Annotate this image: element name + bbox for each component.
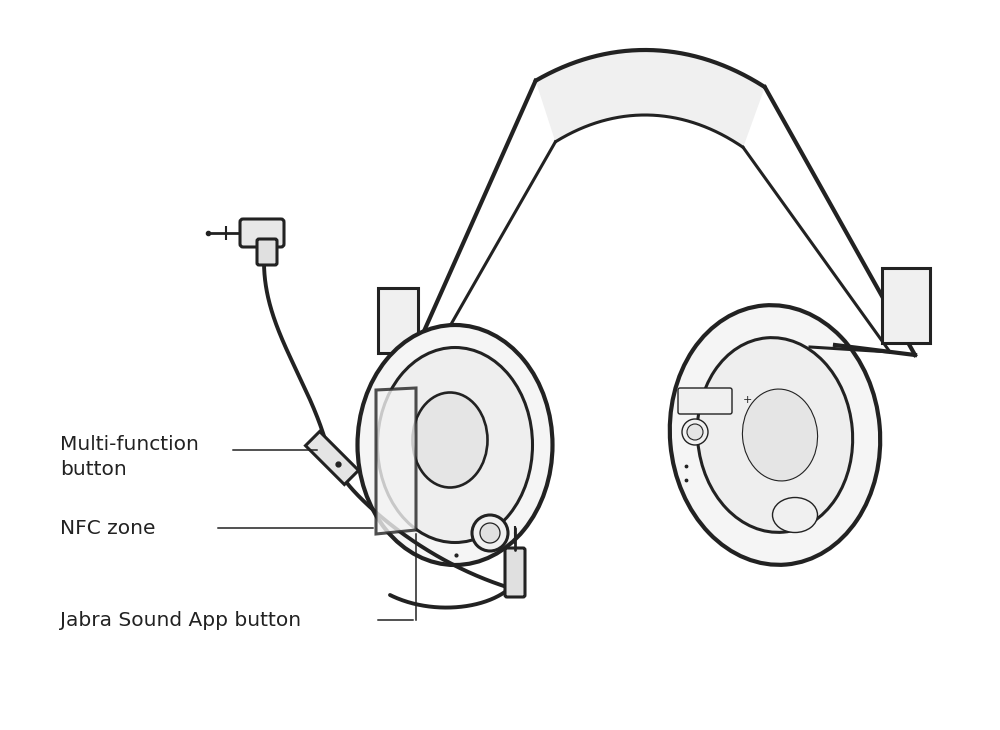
Text: Jabra Sound App button: Jabra Sound App button [60, 610, 301, 629]
Circle shape [687, 424, 703, 440]
FancyBboxPatch shape [882, 268, 930, 343]
Circle shape [472, 515, 508, 551]
Polygon shape [536, 50, 765, 147]
FancyBboxPatch shape [678, 388, 732, 414]
Ellipse shape [697, 338, 853, 532]
FancyBboxPatch shape [505, 548, 525, 597]
FancyBboxPatch shape [240, 219, 284, 247]
Ellipse shape [378, 347, 532, 542]
FancyBboxPatch shape [378, 288, 418, 353]
Ellipse shape [670, 305, 880, 565]
Polygon shape [305, 431, 359, 485]
FancyBboxPatch shape [257, 239, 277, 265]
Ellipse shape [413, 393, 488, 488]
Circle shape [682, 419, 708, 445]
Text: Multi-function
button: Multi-function button [60, 435, 199, 479]
Text: +: + [743, 395, 752, 405]
Ellipse shape [772, 498, 818, 532]
Polygon shape [376, 388, 416, 534]
Ellipse shape [358, 325, 552, 565]
Circle shape [480, 523, 500, 543]
Text: NFC zone: NFC zone [60, 518, 156, 537]
Ellipse shape [742, 389, 818, 481]
